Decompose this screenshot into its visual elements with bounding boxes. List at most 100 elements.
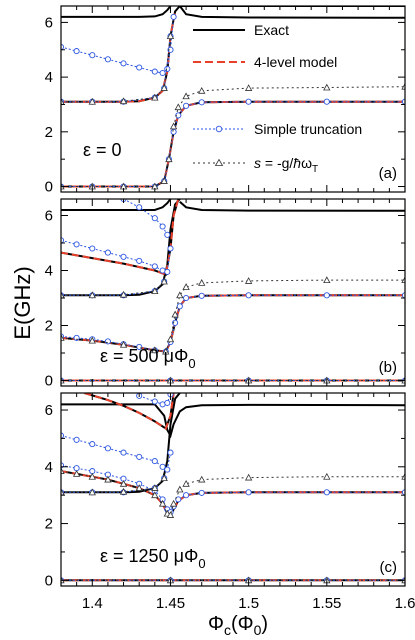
series-simple <box>61 237 174 275</box>
simple-point <box>151 398 158 405</box>
simple-point <box>120 449 127 456</box>
simple-point <box>136 64 143 71</box>
s-model-point <box>244 473 253 481</box>
simple-point <box>176 303 183 310</box>
x-tick-label: 1.5 <box>238 595 259 612</box>
simple-point <box>136 453 143 460</box>
s-model-point <box>88 97 96 105</box>
simple-point <box>245 98 252 105</box>
x-tick-label: 1.55 <box>312 595 341 612</box>
series-four <box>61 11 177 103</box>
annotation-sub: 0 <box>188 356 195 371</box>
simple-point <box>89 52 96 59</box>
series-s <box>61 276 405 355</box>
y-tick-label: 4 <box>45 69 53 86</box>
simple-point <box>164 466 171 473</box>
simple-point <box>104 56 111 63</box>
x-axis-label: Φc(Φ0) <box>208 613 268 638</box>
x-tick-label: 1.45 <box>156 595 185 612</box>
simple-point <box>89 441 96 448</box>
legend-label-four-level: 4-level model <box>254 54 337 70</box>
s-model-point <box>323 276 331 284</box>
panel-annotation: ε = 1250 μΦ0 <box>100 546 206 571</box>
s-model-point <box>119 479 128 487</box>
simple-point <box>159 463 166 470</box>
simple-point <box>136 204 143 211</box>
simple-line <box>123 199 168 236</box>
x-axis-label-paren-open: (Φ <box>231 613 254 635</box>
y-tick-label: 2 <box>45 516 53 533</box>
simple-point <box>175 112 182 119</box>
s-model-point <box>119 340 128 348</box>
s-model-point <box>151 93 159 101</box>
simple-point <box>167 449 174 456</box>
s-model-point <box>176 485 184 493</box>
simple-point <box>89 468 96 475</box>
simple-point <box>104 249 111 256</box>
four-level-line <box>84 393 175 431</box>
s-model-point <box>151 491 159 499</box>
series-s <box>61 474 168 496</box>
legend-entry-simple: Simple truncation <box>193 121 362 137</box>
series-s <box>61 32 175 105</box>
legend-s-sub: T <box>312 164 318 175</box>
exact-line <box>179 201 405 212</box>
simple-point <box>104 445 111 452</box>
simple-point <box>198 99 205 106</box>
s-model-point <box>401 276 405 284</box>
exact-line <box>179 6 405 19</box>
series-exact <box>179 201 405 212</box>
legend-label-s-model: s = -g/ħωT <box>254 155 318 175</box>
panel-annotation: ε = 0 <box>83 140 122 160</box>
series-four <box>61 294 405 353</box>
s-model-point <box>119 487 128 495</box>
s-model-point <box>169 122 178 130</box>
series-s <box>61 82 405 190</box>
series-exact <box>179 6 405 19</box>
s-model-line <box>61 281 165 296</box>
simple-point <box>159 223 166 230</box>
series-simple <box>61 462 405 516</box>
simple-point <box>183 102 190 109</box>
x-axis-label-sub: c <box>224 622 231 638</box>
simple-point <box>151 263 158 270</box>
y-tick-label: 0 <box>45 373 53 390</box>
s-model-point <box>166 335 175 343</box>
legend: Exact 4-level model Simple truncation s … <box>193 22 362 175</box>
simple-point <box>159 69 166 77</box>
panel-frame <box>60 5 406 193</box>
simple-point <box>151 68 158 75</box>
s-model-line <box>61 470 405 516</box>
s-model-point <box>171 310 179 318</box>
annotation-sub: 0 <box>198 556 205 571</box>
series-exact <box>61 403 405 439</box>
simple-line <box>61 464 405 513</box>
annotation-prefix: ε = 500 <box>100 346 164 366</box>
s-model-point <box>119 290 128 298</box>
legend-entry-four-level: 4-level model <box>193 54 337 70</box>
panel-annotation: ε = 500 μΦ0 <box>100 346 196 371</box>
s-model-point <box>323 83 331 91</box>
panel-a: 0 2 4 6 (a) ε = 0 <box>45 5 406 196</box>
simple-point <box>170 13 177 20</box>
annotation-prefix: ε = 1250 <box>100 546 174 566</box>
exact-line <box>61 403 405 439</box>
x-tick-label: 1.4 <box>82 595 103 612</box>
simple-point <box>151 215 158 222</box>
s-model-point <box>182 479 190 487</box>
s-model-point <box>401 472 405 480</box>
simple-point <box>89 245 96 252</box>
y-tick-label: 0 <box>45 572 53 589</box>
x-tick-label: 1.6 <box>395 595 415 612</box>
simple-point <box>104 338 111 345</box>
s-model-point <box>182 92 190 100</box>
legend-s-mid: = -g/ <box>261 155 293 171</box>
four-level-line <box>61 100 405 188</box>
simple-point <box>198 489 205 496</box>
s-model-point <box>158 499 167 507</box>
exact-line <box>61 6 172 18</box>
s-model-point <box>176 291 184 299</box>
simple-point <box>245 292 252 299</box>
